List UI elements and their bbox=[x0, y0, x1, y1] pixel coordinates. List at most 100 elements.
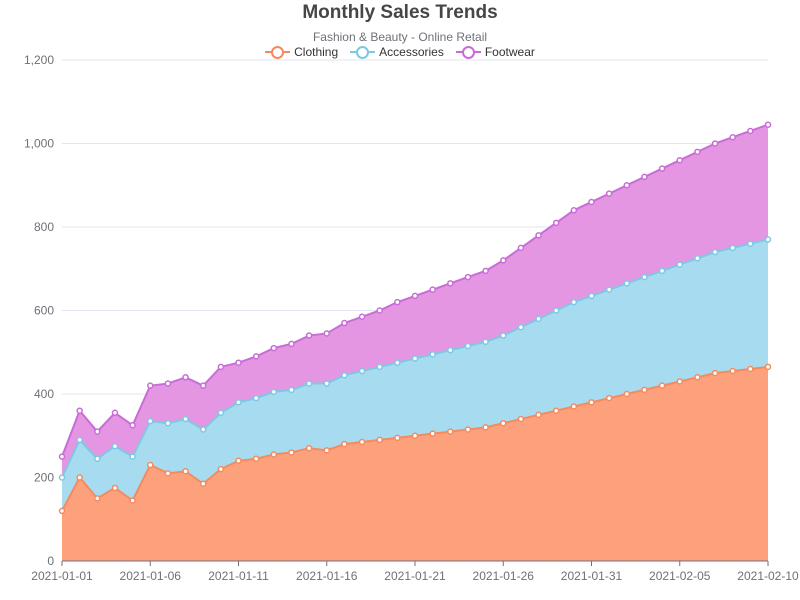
point-accessories bbox=[182, 415, 189, 423]
point-clothing bbox=[358, 438, 366, 446]
point-clothing bbox=[500, 419, 507, 427]
point-accessories bbox=[288, 386, 295, 394]
point-clothing bbox=[288, 449, 295, 456]
point-accessories bbox=[676, 261, 683, 268]
point-clothing bbox=[147, 461, 154, 469]
point-footwear bbox=[517, 244, 525, 252]
point-accessories bbox=[641, 273, 648, 281]
point-clothing bbox=[199, 480, 207, 488]
point-accessories bbox=[658, 267, 666, 275]
legend-label-footwear: Footwear bbox=[484, 45, 535, 59]
point-footwear bbox=[358, 313, 366, 321]
legend-marker-clothing bbox=[265, 45, 291, 59]
point-accessories bbox=[711, 248, 719, 256]
point-clothing bbox=[694, 374, 701, 381]
point-accessories bbox=[729, 244, 736, 252]
point-clothing bbox=[94, 495, 101, 502]
point-clothing bbox=[182, 467, 189, 475]
point-accessories bbox=[376, 363, 383, 371]
point-accessories bbox=[747, 240, 754, 247]
point-accessories bbox=[76, 436, 83, 444]
point-footwear bbox=[658, 165, 666, 172]
chart-title: Monthly Sales Trends bbox=[302, 2, 498, 23]
point-accessories bbox=[411, 355, 419, 362]
point-accessories bbox=[111, 442, 119, 450]
point-footwear bbox=[605, 190, 613, 197]
point-clothing bbox=[376, 436, 383, 444]
legend-marker-footwear bbox=[455, 45, 481, 59]
point-accessories bbox=[217, 409, 225, 417]
point-footwear bbox=[552, 219, 560, 227]
point-footwear bbox=[147, 382, 154, 389]
point-clothing bbox=[429, 430, 436, 437]
chart-subtitle: Fashion & Beauty - Online Retail bbox=[312, 30, 488, 44]
legend-item-footwear[interactable]: Footwear bbox=[455, 45, 535, 59]
legend-label-clothing: Clothing bbox=[294, 45, 339, 59]
x-tick-label: 2021-01-31 bbox=[561, 569, 623, 583]
x-tick-label: 2021-01-01 bbox=[31, 569, 93, 583]
point-accessories bbox=[94, 455, 101, 462]
area-footwear bbox=[62, 124, 768, 478]
point-footwear bbox=[341, 319, 348, 327]
point-footwear bbox=[76, 407, 83, 414]
point-clothing bbox=[464, 426, 472, 433]
point-footwear bbox=[182, 374, 189, 381]
point-footwear bbox=[199, 382, 207, 389]
point-footwear bbox=[694, 148, 701, 156]
point-footwear bbox=[58, 453, 66, 460]
point-footwear bbox=[217, 363, 225, 371]
point-accessories bbox=[429, 351, 436, 358]
point-clothing bbox=[164, 470, 172, 477]
x-tick-label: 2021-02-10 bbox=[737, 569, 799, 583]
point-accessories bbox=[252, 394, 260, 402]
point-clothing bbox=[711, 369, 719, 377]
point-accessories bbox=[482, 338, 489, 346]
point-accessories bbox=[129, 453, 136, 460]
point-footwear bbox=[323, 330, 330, 337]
point-accessories bbox=[147, 417, 154, 425]
point-clothing bbox=[76, 474, 83, 481]
point-accessories bbox=[199, 426, 207, 433]
x-tick-label: 2021-01-11 bbox=[208, 569, 269, 583]
point-footwear bbox=[411, 292, 419, 300]
y-tick-label: 800 bbox=[34, 220, 54, 234]
point-clothing bbox=[482, 424, 489, 431]
point-footwear bbox=[252, 353, 260, 360]
x-tick-label: 2021-01-26 bbox=[473, 569, 535, 583]
point-accessories bbox=[358, 367, 366, 375]
point-clothing bbox=[129, 497, 136, 504]
point-accessories bbox=[305, 380, 313, 387]
point-footwear bbox=[447, 280, 454, 287]
point-footwear bbox=[729, 133, 736, 141]
point-footwear bbox=[535, 232, 542, 239]
legend-item-clothing[interactable]: Clothing bbox=[265, 45, 338, 59]
point-accessories bbox=[500, 332, 507, 339]
point-clothing bbox=[517, 415, 525, 423]
point-clothing bbox=[658, 382, 666, 389]
point-accessories bbox=[341, 371, 348, 379]
point-clothing bbox=[411, 432, 419, 439]
point-accessories bbox=[464, 342, 472, 350]
legend: Clothing Accessories Footwear bbox=[0, 45, 800, 59]
point-footwear bbox=[711, 140, 719, 147]
point-accessories bbox=[58, 474, 66, 481]
point-clothing bbox=[111, 484, 119, 492]
y-tick-label: 200 bbox=[34, 471, 54, 485]
point-footwear bbox=[623, 182, 631, 189]
point-footwear bbox=[429, 286, 436, 293]
point-footwear bbox=[641, 173, 648, 181]
point-accessories bbox=[588, 292, 595, 300]
point-accessories bbox=[517, 323, 525, 331]
y-tick-label: 1,200 bbox=[24, 53, 54, 67]
legend-item-accessories[interactable]: Accessories bbox=[350, 45, 444, 59]
point-footwear bbox=[676, 156, 683, 164]
point-footwear bbox=[270, 344, 278, 352]
point-clothing bbox=[552, 407, 560, 414]
point-accessories bbox=[764, 236, 772, 243]
point-clothing bbox=[341, 440, 348, 448]
point-clothing bbox=[588, 399, 595, 406]
y-tick-label: 1,000 bbox=[24, 137, 54, 151]
point-accessories bbox=[235, 399, 242, 406]
point-clothing bbox=[605, 394, 613, 402]
